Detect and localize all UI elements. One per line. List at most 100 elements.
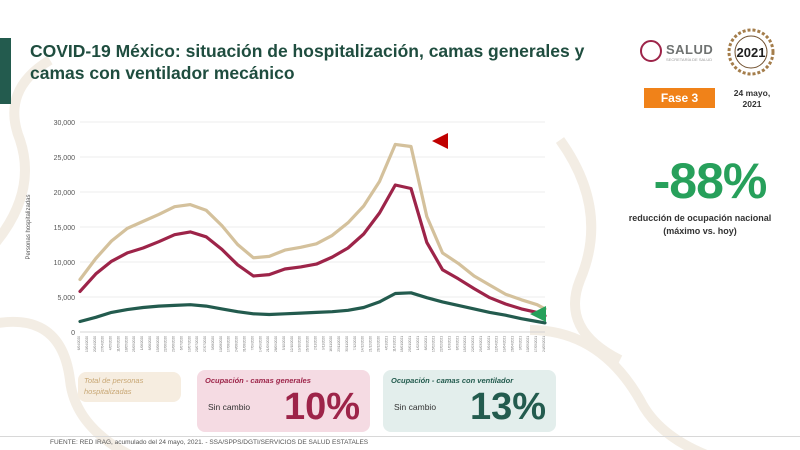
- x-tick-label: 12/10/2020: [290, 336, 294, 352]
- x-tick-label: 18/05/2020: [124, 336, 128, 352]
- x-tick-label: 24/05/2021: [542, 336, 546, 352]
- x-tick-label: 28/12/2020: [376, 336, 380, 352]
- hospitalization-line-chart: 0 5,000 10,000 15,000 20,000 25,000 30,000 6/04…: [0, 110, 620, 370]
- general-beds-label: Ocupación - camas generales: [205, 376, 311, 386]
- x-tick-label: 21/09/2020: [266, 336, 270, 352]
- report-date-line1: 24 mayo,: [722, 88, 782, 99]
- general-beds-percentage: 10%: [284, 387, 360, 427]
- x-tick-label: 12/04/2021: [495, 336, 499, 352]
- x-tick-label: 8/03/2021: [455, 336, 459, 350]
- series-line: [80, 185, 545, 316]
- report-date: 24 mayo, 2021: [722, 88, 782, 110]
- fase-badge: Fase 3: [644, 88, 715, 108]
- x-tick-label: 16/11/2020: [329, 336, 333, 352]
- x-tick-label: 14/12/2020: [361, 336, 365, 352]
- x-tick-label: 3/05/2021: [518, 336, 522, 350]
- x-tick-label: 20/04/2020: [93, 336, 97, 352]
- x-tick-label: 27/04/2020: [101, 336, 105, 352]
- legend-card-general-beds: Ocupación - camas generales Sin cambio 1…: [197, 370, 370, 432]
- x-tick-label: 3/08/2020: [211, 336, 215, 350]
- y-tick-label: 20,000: [54, 190, 76, 197]
- x-tick-label: 8/06/2020: [148, 336, 152, 350]
- page-title: COVID-19 México: situación de hospitaliz…: [30, 40, 600, 84]
- y-tick-label: 15,000: [54, 225, 76, 232]
- x-tick-label: 10/08/2020: [219, 336, 223, 352]
- x-tick-label: 19/10/2020: [298, 336, 302, 352]
- x-tick-label: 7/09/2020: [250, 336, 254, 350]
- x-tick-label: 26/04/2021: [510, 336, 514, 352]
- x-tick-label: 29/06/2020: [172, 336, 176, 352]
- x-tick-label: 7/12/2020: [353, 336, 357, 350]
- legend-total-line1: Total de personas: [84, 375, 143, 386]
- title-accent-bar: [0, 38, 11, 104]
- x-tick-label: 14/09/2020: [258, 336, 262, 352]
- x-tick-label: 25/01/2021: [408, 336, 412, 352]
- x-tick-label: 27/07/2020: [203, 336, 207, 352]
- x-tick-label: 26/10/2020: [306, 336, 310, 352]
- x-tick-label: 22/03/2021: [471, 336, 475, 352]
- x-tick-label: 11/01/2021: [392, 336, 396, 352]
- x-tick-label: 25/05/2020: [132, 336, 136, 352]
- x-tick-label: 10/05/2021: [526, 336, 530, 352]
- current-marker-triangle: [530, 306, 546, 322]
- report-date-line2: 2021: [722, 99, 782, 110]
- x-tick-label: 1/06/2020: [140, 336, 144, 350]
- legend-total-label: Total de personas hospitalizadas: [84, 375, 143, 397]
- x-tick-label: 4/01/2021: [384, 336, 388, 350]
- x-tick-label: 22/06/2020: [164, 336, 168, 352]
- x-tick-label: 6/04/2020: [77, 336, 81, 350]
- peak-marker-triangle: [432, 133, 448, 149]
- x-tick-label: 17/08/2020: [227, 336, 231, 352]
- x-tick-label: 15/06/2020: [156, 336, 160, 352]
- x-tick-label: 29/03/2021: [479, 336, 483, 352]
- general-beds-status: Sin cambio: [208, 402, 250, 412]
- x-tick-label: 13/04/2020: [85, 336, 89, 352]
- y-tick-label: 25,000: [54, 155, 76, 162]
- x-tick-label: 22/02/2021: [440, 336, 444, 352]
- footer-source: FUENTE: RED IRAG, acumulado del 24 mayo,…: [50, 439, 368, 446]
- x-tick-label: 1/03/2021: [447, 336, 451, 350]
- x-tick-label: 15/03/2021: [463, 336, 467, 352]
- y-tick-label: 10,000: [54, 260, 76, 267]
- reduction-description-line1: reducción de ocupación nacional: [620, 212, 780, 225]
- x-tick-label: 13/07/2020: [187, 336, 191, 352]
- x-tick-label: 30/11/2020: [345, 336, 349, 352]
- x-tick-label: 1/02/2021: [416, 336, 420, 350]
- reduction-description: reducción de ocupación nacional (máximo …: [620, 212, 780, 238]
- mexico-2021-logo: 2021: [726, 26, 776, 82]
- salud-logo: SALUD SECRETARÍA DE SALUD: [640, 40, 720, 64]
- x-tick-label: 24/08/2020: [235, 336, 239, 352]
- logo-year-text: 2021: [737, 45, 766, 60]
- x-tick-label: 28/09/2020: [274, 336, 278, 352]
- x-tick-label: 6/07/2020: [179, 336, 183, 350]
- x-tick-label: 11/05/2020: [116, 336, 120, 352]
- ventilator-beds-status: Sin cambio: [394, 402, 436, 412]
- reduction-description-line2: (máximo vs. hoy): [620, 225, 780, 238]
- y-tick-label: 30,000: [54, 120, 76, 127]
- y-tick-label: 5,000: [57, 295, 75, 302]
- x-tick-label: 8/02/2021: [424, 336, 428, 350]
- y-tick-label: 0: [71, 330, 75, 337]
- x-tick-label: 18/01/2021: [400, 336, 404, 352]
- footer-divider: [0, 436, 800, 437]
- y-axis-label: Personas hospitalizadas: [26, 194, 32, 259]
- salud-logo-subtext: SECRETARÍA DE SALUD: [666, 57, 712, 62]
- x-tick-label: 19/04/2021: [503, 336, 507, 352]
- x-tick-label: 9/11/2020: [321, 336, 325, 350]
- legend-card-ventilator-beds: Ocupación - camas con ventilador Sin cam…: [383, 370, 556, 432]
- x-tick-label: 20/07/2020: [195, 336, 199, 352]
- x-tick-label: 5/10/2020: [282, 336, 286, 350]
- ventilator-beds-label: Ocupación - camas con ventilador: [391, 376, 513, 386]
- x-tick-label: 31/08/2020: [243, 336, 247, 352]
- salud-logo-text: SALUD: [666, 42, 713, 57]
- ventilator-beds-percentage: 13%: [470, 387, 546, 427]
- legend-card-total: Total de personas hospitalizadas: [78, 372, 181, 402]
- x-tick-label: 5/04/2021: [487, 336, 491, 350]
- salud-seal-icon: [640, 40, 662, 62]
- x-tick-label: 2/11/2020: [313, 336, 317, 350]
- legend-total-line2: hospitalizadas: [84, 386, 143, 397]
- x-tick-label: 23/11/2020: [337, 336, 341, 352]
- x-tick-label: 15/02/2021: [432, 336, 436, 352]
- x-tick-label: 4/05/2020: [109, 336, 113, 350]
- reduction-percentage: -88%: [640, 156, 780, 206]
